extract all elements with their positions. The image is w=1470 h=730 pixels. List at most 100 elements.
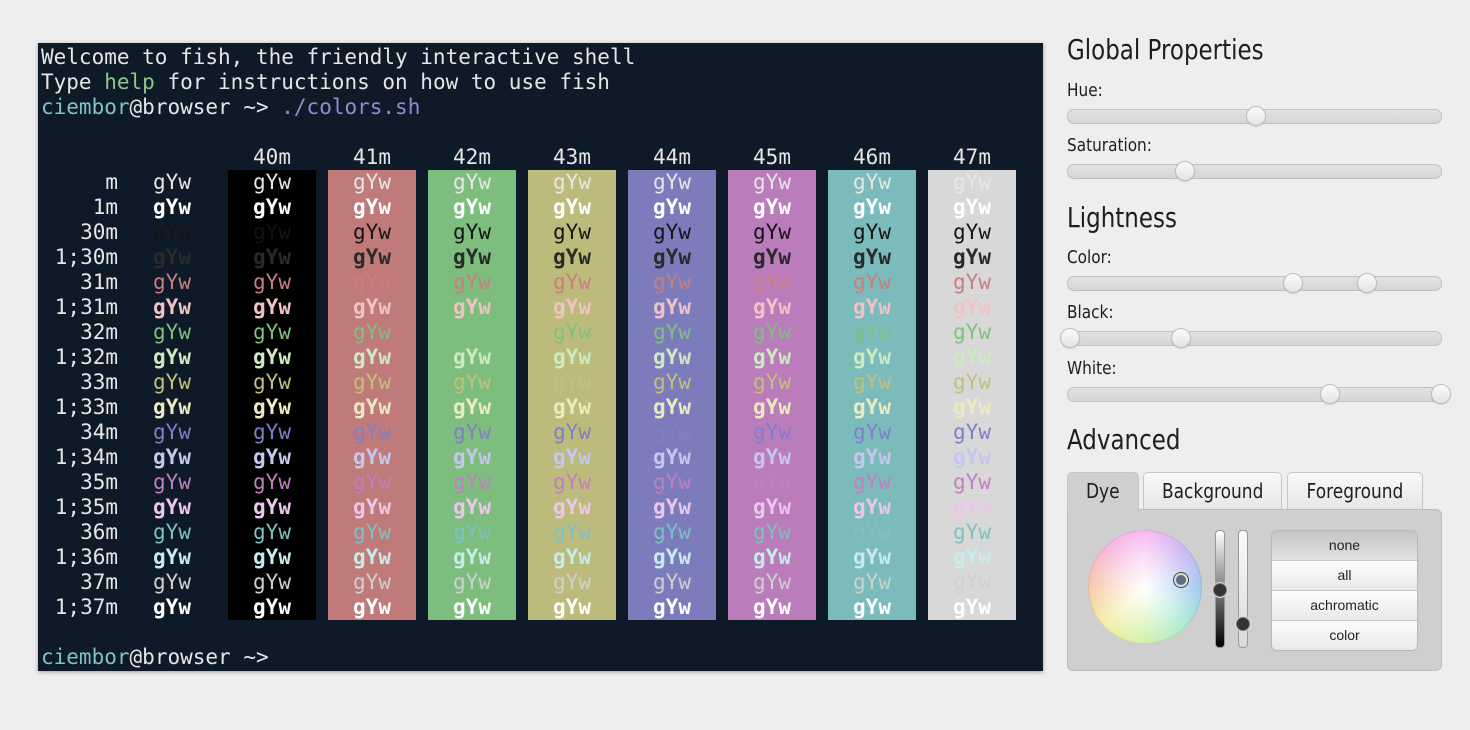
color-sample-cell: gYw [853, 545, 891, 569]
tab-background[interactable]: Background [1143, 472, 1282, 510]
bg-column-45m [728, 170, 816, 620]
prompt-at: @ [129, 645, 143, 669]
slider-handle[interactable] [1431, 384, 1451, 404]
color-sample-cell: gYw [453, 220, 491, 244]
color-sample-cell: gYw [253, 420, 291, 444]
row-label: 37m [80, 570, 118, 594]
slider-handle[interactable] [1171, 328, 1192, 348]
color-sample-cell: gYw [653, 470, 691, 494]
dye-option-color[interactable]: color [1272, 621, 1417, 650]
color-sample-cell: gYw [153, 295, 191, 319]
color-sample-cell: gYw [553, 370, 591, 394]
opacity-slider-handle[interactable] [1236, 617, 1250, 631]
color-sample-cell: gYw [153, 170, 191, 194]
bg-column-41m [328, 170, 416, 620]
color-sample-cell: gYw [553, 245, 591, 269]
dye-option-all[interactable]: all [1272, 561, 1417, 591]
color-sample-cell: gYw [853, 320, 891, 344]
color-sample-cell: gYw [953, 295, 991, 319]
color-sample-cell: gYw [253, 245, 291, 269]
color-sample-cell: gYw [953, 395, 991, 419]
color-sample-cell: gYw [453, 445, 491, 469]
prompt-host: browser [142, 645, 231, 669]
color-sample-cell: gYw [753, 520, 791, 544]
color-sample-cell: gYw [753, 345, 791, 369]
row-label: 1;33m [54, 395, 118, 419]
tab-foreground[interactable]: Foreground [1287, 472, 1423, 510]
color-sample-cell: gYw [353, 470, 391, 494]
slider-handle[interactable] [1245, 106, 1266, 126]
color-sample-cell: gYw [953, 495, 991, 519]
color-sample-cell: gYw [653, 570, 691, 594]
color-wheel-handle[interactable] [1174, 573, 1188, 587]
color-sample-cell: gYw [453, 270, 491, 294]
terminal-window[interactable]: Welcome to fish, the friendly interactiv… [38, 43, 1043, 671]
white-lightness-slider[interactable] [1067, 384, 1451, 404]
color-sample-cell: gYw [553, 520, 591, 544]
slider-handle[interactable] [1175, 161, 1195, 181]
color-sample-cell: gYw [653, 445, 691, 469]
prompt-at: @ [129, 95, 143, 119]
dye-option-achromatic[interactable]: achromatic [1272, 591, 1417, 621]
row-label: 1;34m [54, 445, 118, 469]
hue-slider[interactable] [1067, 106, 1442, 126]
settings-sidebar: Global Properties Hue: Saturation: Light… [1060, 0, 1451, 730]
color-sample-cell: gYw [853, 595, 891, 619]
color-sample-cell: gYw [853, 445, 891, 469]
color-sample-cell: gYw [653, 595, 691, 619]
color-sample-cell: gYw [453, 420, 491, 444]
color-sample-cell: gYw [153, 420, 191, 444]
color-sample-cell: gYw [653, 320, 691, 344]
command-line: ciembor@browser ~> ./colors.sh [41, 95, 420, 120]
color-sample-cell: gYw [253, 545, 291, 569]
color-sample-cell: gYw [653, 295, 691, 319]
color-sample-cell: gYw [153, 370, 191, 394]
color-sample-cell: gYw [253, 370, 291, 394]
bg-column-46m [828, 170, 916, 620]
color-sample-cell: gYw [753, 295, 791, 319]
color-sample-cell: gYw [153, 445, 191, 469]
help-rest: for instructions on how to use fish [154, 70, 610, 94]
prompt-dir: ~> [230, 645, 269, 669]
color-sample-cell: gYw [253, 195, 291, 219]
color-sample-cell: gYw [753, 320, 791, 344]
slider-handle[interactable] [1060, 328, 1080, 348]
tab-dye[interactable]: Dye [1067, 472, 1139, 511]
color-sample-cell: gYw [753, 170, 791, 194]
color-sample-cell: gYw [853, 395, 891, 419]
bg-column-44m [628, 170, 716, 620]
slider-handle[interactable] [1282, 273, 1303, 293]
color-sample-cell: gYw [353, 345, 391, 369]
black-label: Black: [1067, 302, 1114, 323]
color-label: Color: [1067, 247, 1112, 268]
color-sample-cell: gYw [753, 445, 791, 469]
color-sample-cell: gYw [853, 370, 891, 394]
slider-handle[interactable] [1356, 273, 1377, 293]
color-sample-cell: gYw [153, 570, 191, 594]
dye-option-none[interactable]: none [1272, 531, 1417, 561]
opacity-vertical-slider[interactable] [1236, 530, 1250, 648]
color-sample-cell: gYw [853, 345, 891, 369]
color-sample-cell: gYw [253, 520, 291, 544]
type-word: Type [41, 70, 105, 94]
color-sample-cell: gYw [553, 470, 591, 494]
color-sample-cell: gYw [953, 420, 991, 444]
color-sample-cell: gYw [553, 495, 591, 519]
black-lightness-slider[interactable] [1060, 328, 1442, 348]
color-sample-cell: gYw [153, 395, 191, 419]
saturation-slider[interactable] [1067, 161, 1442, 181]
brightness-vertical-slider[interactable] [1213, 530, 1227, 648]
color-sample-cell: gYw [153, 595, 191, 619]
color-lightness-slider[interactable] [1067, 273, 1442, 293]
color-sample-cell: gYw [153, 495, 191, 519]
help-line: Type help for instructions on how to use… [41, 70, 610, 95]
color-sample-cell: gYw [653, 545, 691, 569]
color-sample-cell: gYw [153, 520, 191, 544]
slider-handle[interactable] [1319, 384, 1340, 404]
color-wheel[interactable] [1088, 530, 1202, 644]
color-sample-cell: gYw [653, 345, 691, 369]
bg-header: 43m [553, 145, 591, 169]
color-sample-cell: gYw [653, 220, 691, 244]
color-sample-cell: gYw [353, 395, 391, 419]
brightness-slider-handle[interactable] [1213, 583, 1227, 597]
